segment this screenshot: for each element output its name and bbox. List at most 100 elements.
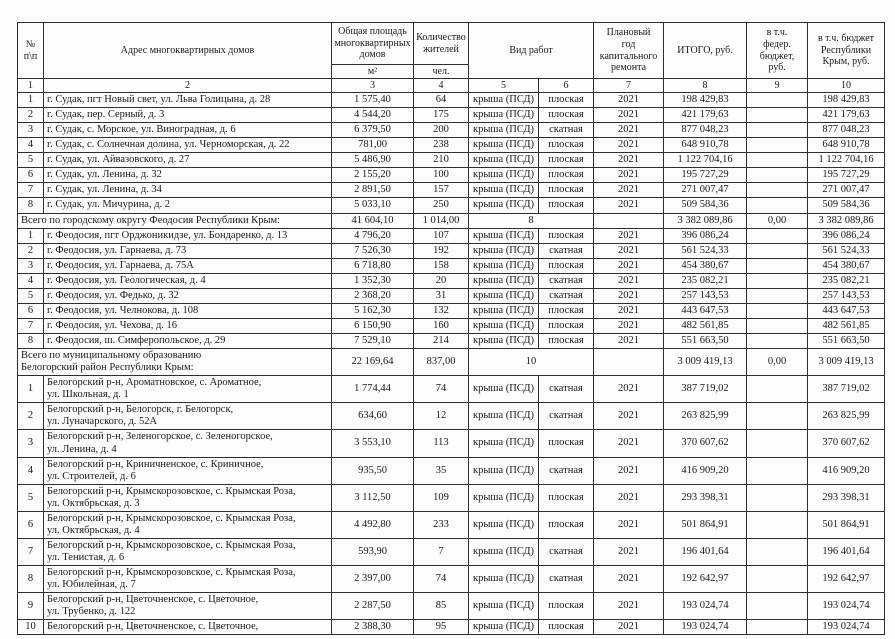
residents-cell: 74 [413,375,469,404]
area-cell: 935,50 [331,456,414,485]
roof-type-cell: плоская [538,107,594,124]
row-number-cell: 10 [17,619,44,636]
address-cell: Белогорский р-н, Белогорск, г. Белогорск… [43,402,332,431]
roof-type-cell: плоская [538,429,594,458]
roof-type-cell: скатная [538,272,594,289]
column-number: 1 [17,78,44,93]
row-number-cell: 8 [17,565,44,594]
column-number: 10 [807,78,885,93]
work-type-cell: крыша (ПСД) [468,91,539,109]
work-type-cell: крыша (ПСД) [468,227,539,244]
table-header: № п\п Адрес многоквартирных домов Общая … [17,22,885,93]
year-cell: 2021 [593,137,664,154]
fed-budget-cell [746,137,808,154]
total-sum-cell: 293 398,31 [663,483,747,512]
residents-cell: 250 [413,197,469,214]
roof-type-cell: скатная [538,456,594,485]
fed-budget-cell [746,332,808,350]
roof-type-cell: плоская [538,167,594,184]
year-cell: 2021 [593,537,664,567]
roof-type-cell: скатная [538,375,594,404]
year-cell: 2021 [593,483,664,512]
roof-type-cell: плоская [538,592,594,621]
area-cell: 6 379,50 [331,122,414,139]
address-cell: г. Судак, пгт Новый свет, ул. Льва Голиц… [43,91,332,109]
year-cell: 2021 [593,257,664,274]
residents-cell: 12 [413,402,469,431]
total-sum-cell: 501 864,91 [663,510,747,539]
fed-budget-cell [746,619,808,636]
capital-repair-table: № п\п Адрес многоквартирных домов Общая … [17,22,885,636]
fed-budget-cell [746,152,808,169]
krym-budget-cell: 648 910,78 [807,137,885,154]
work-type-cell: крыша (ПСД) [468,332,539,350]
year-cell: 2021 [593,182,664,199]
residents-cell: 107 [413,227,469,244]
residents-cell: 1 014,00 [413,212,469,229]
year-cell: 2021 [593,402,664,431]
krym-budget-cell: 235 082,21 [807,272,885,289]
residents-cell: 100 [413,167,469,184]
work-type-cell: крыша (ПСД) [468,167,539,184]
residents-cell: 20 [413,272,469,289]
work-type-cell: крыша (ПСД) [468,483,539,512]
table-body: 1 г. Судак, пгт Новый свет, ул. Льва Голи… [17,91,885,636]
address-cell: г. Феодосия, ул. Геологическая, д. 4 [43,272,332,289]
area-cell: 2 287,50 [331,592,414,621]
address-cell: г. Судак, ул. Ленина, д. 32 [43,167,332,184]
area-cell: 7 529,10 [331,332,414,350]
fed-budget-cell [746,429,808,458]
residents-cell: 214 [413,332,469,350]
table-row: 5 Белогорский р-н, Крымскорозовское, с. К… [17,483,885,512]
area-cell: 3 112,50 [331,483,414,512]
roof-type-cell: плоская [538,302,594,319]
row-number-cell: 1 [17,91,44,109]
total-sum-cell: 1 122 704,16 [663,152,747,169]
area-cell: 6 150,90 [331,317,414,335]
table-row: 3 Белогорский р-н, Зеленогорское, с. Зеле… [17,429,885,458]
krym-budget-cell: 454 380,67 [807,257,885,274]
address-cell: г. Феодосия, ул. Гарнаева, д. 73 [43,242,332,259]
row-number-cell: 2 [17,402,44,431]
area-cell: 781,00 [331,137,414,154]
krym-budget-cell: 561 524,33 [807,242,885,259]
address-cell: г. Феодосия, ул. Гарнаева, д. 75А [43,257,332,274]
fed-budget-cell [746,375,808,404]
fed-budget-cell [746,317,808,335]
roof-type-cell: плоская [538,152,594,169]
column-number: 9 [746,78,808,93]
address-cell: г. Судак, ул. Айвазовского, д. 27 [43,152,332,169]
residents-cell: 95 [413,619,469,636]
work-type-cell: крыша (ПСД) [468,510,539,539]
roof-type-cell: скатная [538,287,594,304]
table-row: 6 Белогорский р-н, Крымскорозовское, с. К… [17,510,885,539]
fed-budget-cell: 0,00 [746,348,808,377]
row-number-cell: 7 [17,537,44,567]
row-number-cell: 3 [17,429,44,458]
fed-budget-cell [746,167,808,184]
year-cell: 2021 [593,302,664,319]
area-cell: 1 352,30 [331,272,414,289]
table-row: 6 г. Феодосия, ул. Челнокова, д. 108 5 162… [17,302,885,319]
residents-cell: 31 [413,287,469,304]
table-row: 5 г. Судак, ул. Айвазовского, д. 27 5 486,… [17,152,885,169]
work-type-cell: крыша (ПСД) [468,302,539,319]
residents-cell: 7 [413,537,469,567]
row-number-cell: 6 [17,302,44,319]
residents-cell: 113 [413,429,469,458]
header-total-rub: ИТОГО, руб. [663,22,747,79]
address-cell: г. Феодосия, пгт Орджоникидзе, ул. Бонда… [43,227,332,244]
address-cell: Белогорский р-н, Зеленогорское, с. Зелен… [43,429,332,458]
area-cell: 4 544,20 [331,107,414,124]
table-row: 3 г. Судак, с. Морское, ул. Виноградная, … [17,122,885,139]
krym-budget-cell: 293 398,31 [807,483,885,512]
address-cell: Белогорский р-н, Крымскорозовское, с. Кр… [43,510,332,539]
roof-type-cell: скатная [538,122,594,139]
krym-budget-cell: 551 663,50 [807,332,885,350]
area-cell: 5 162,30 [331,302,414,319]
fed-budget-cell [746,197,808,214]
year-cell: 2021 [593,592,664,621]
roof-type-cell: скатная [538,537,594,567]
